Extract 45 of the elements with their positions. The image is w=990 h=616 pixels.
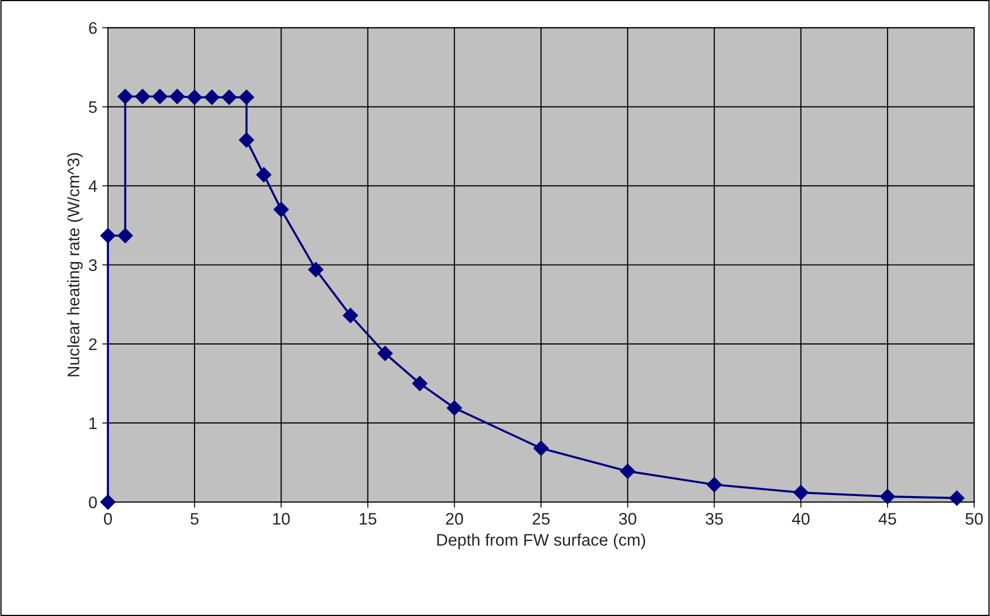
point [342, 308, 358, 324]
point [238, 132, 254, 148]
x-tick-label: 50 [966, 512, 983, 525]
y-tick-label: 4 [88, 180, 98, 192]
y-axis-title: Nuclear heating rate (W/cm^3) [67, 153, 83, 376]
x-tick-label: 0 [104, 512, 112, 525]
point [238, 90, 254, 105]
y-tick-label: 5 [88, 101, 97, 113]
point [706, 477, 722, 492]
point [274, 202, 289, 218]
point [134, 88, 150, 104]
x-tick-label: 10 [273, 512, 290, 525]
point [100, 494, 116, 510]
point [620, 464, 636, 479]
y-tick-label: 1 [89, 418, 97, 430]
point [118, 228, 133, 244]
x-tick-label: 40 [792, 512, 810, 525]
point [446, 400, 462, 416]
y-tick-label: 3 [88, 259, 97, 272]
point [170, 88, 185, 104]
point [793, 484, 808, 500]
point [118, 88, 133, 104]
point [949, 490, 964, 506]
point [152, 88, 168, 104]
point [533, 440, 549, 456]
y-tick-label: 2 [89, 338, 97, 350]
point [378, 346, 393, 361]
x-tick-label: 35 [706, 512, 723, 525]
x-tick-label: 30 [619, 512, 636, 525]
point [256, 167, 272, 182]
x-tick-label: 45 [878, 513, 896, 525]
point [222, 90, 237, 105]
x-tick-label: 25 [532, 512, 550, 525]
y-tick-label: 0 [88, 496, 97, 508]
x-tick-label: 20 [446, 512, 464, 525]
x-axis-title: Depth from FW surface (cm) [437, 534, 646, 550]
point [880, 488, 896, 504]
point [308, 262, 324, 278]
point [412, 376, 428, 392]
x-tick-label: 15 [360, 513, 376, 525]
point [204, 90, 220, 105]
point [186, 90, 202, 105]
x-tick-label: 5 [190, 513, 198, 525]
point [100, 228, 116, 244]
y-tick-label: 6 [89, 22, 97, 34]
